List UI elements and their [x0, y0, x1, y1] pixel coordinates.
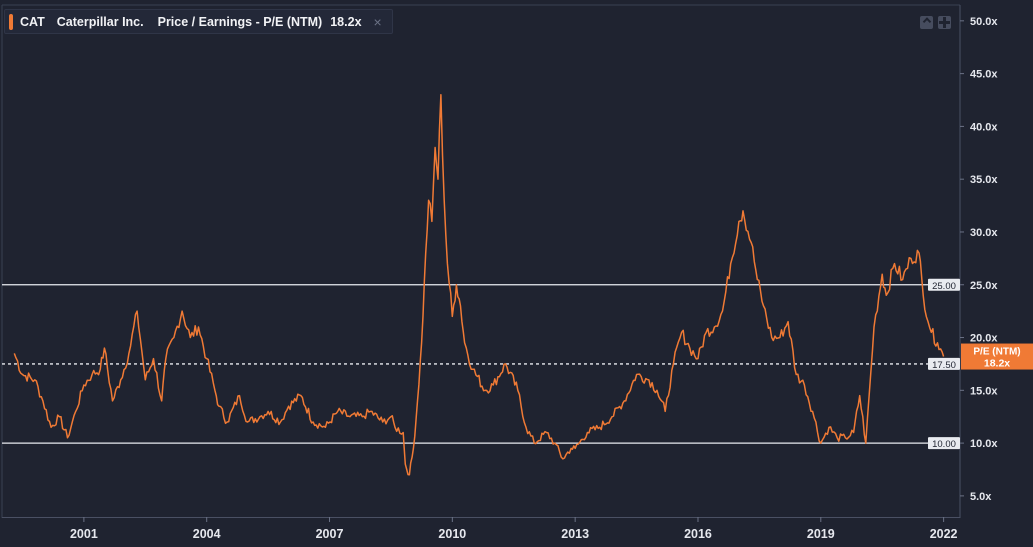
- y-tick-label: 35.0x: [970, 174, 998, 186]
- reference-labels: 25.00 17.50 10.00: [928, 278, 960, 450]
- y-tick-label: 45.0x: [970, 69, 998, 81]
- current-value-marker: P/E (NTM)18.2x: [961, 343, 1033, 370]
- legend-metric: Price / Earnings - P/E (NTM): [157, 14, 323, 29]
- series-color-swatch: [9, 13, 13, 30]
- x-tick-label: 2007: [316, 527, 344, 541]
- reference-lines: [2, 284, 960, 444]
- x-tick-label: 2013: [561, 527, 589, 541]
- y-tick-label: 25.0x: [970, 280, 998, 292]
- reference-label-box: [928, 437, 960, 450]
- legend-ticker: CAT: [20, 14, 45, 29]
- close-icon[interactable]: ×: [373, 13, 382, 30]
- reference-label-box: [928, 278, 960, 291]
- x-tick-label: 2004: [193, 527, 221, 541]
- x-tick-label: 2019: [807, 527, 835, 541]
- series-layer: [13, 93, 945, 476]
- x-tick-label: 2016: [684, 527, 712, 541]
- y-tick-label: 40.0x: [970, 121, 998, 133]
- reference-label: 17.50: [932, 360, 956, 371]
- current-value-label: P/E (NTM): [973, 347, 1020, 358]
- legend-company: Caterpillar Inc.: [56, 14, 144, 29]
- y-tick-label: 15.0x: [970, 385, 998, 397]
- y-tick-label: 30.0x: [970, 227, 998, 239]
- collapse-icon[interactable]: [938, 16, 951, 29]
- y-axis: 5.0x 10.0x 15.0x 20.0x 25.0x 30.0x 35.0x 40.0x 4…: [960, 16, 998, 503]
- x-tick-label: 2001: [70, 527, 98, 541]
- reference-label: 10.00: [932, 439, 956, 450]
- expand-icon[interactable]: [920, 16, 933, 29]
- current-value-box: [961, 343, 1033, 370]
- reference-label-box: [928, 357, 960, 370]
- series-legend: CAT Caterpillar Inc. Price / Earnings - …: [4, 9, 393, 34]
- y-tick-label: 20.0x: [970, 333, 998, 345]
- y-tick-label: 10.0x: [970, 438, 998, 450]
- y-tick-label: 5.0x: [970, 491, 992, 503]
- chart-toolbar: [920, 16, 951, 29]
- current-value: 18.2x: [984, 358, 1010, 370]
- x-tick-label: 2022: [930, 527, 958, 541]
- legend-value: 18.2x: [330, 14, 362, 29]
- y-tick-label: 50.0x: [970, 16, 998, 28]
- reference-label: 25.00: [932, 281, 956, 292]
- x-tick-label: 2010: [438, 527, 466, 541]
- series-line-pe: [13, 93, 945, 476]
- x-axis: 2001 2004 2007 2010 2013 2016 2019 2022: [70, 517, 958, 541]
